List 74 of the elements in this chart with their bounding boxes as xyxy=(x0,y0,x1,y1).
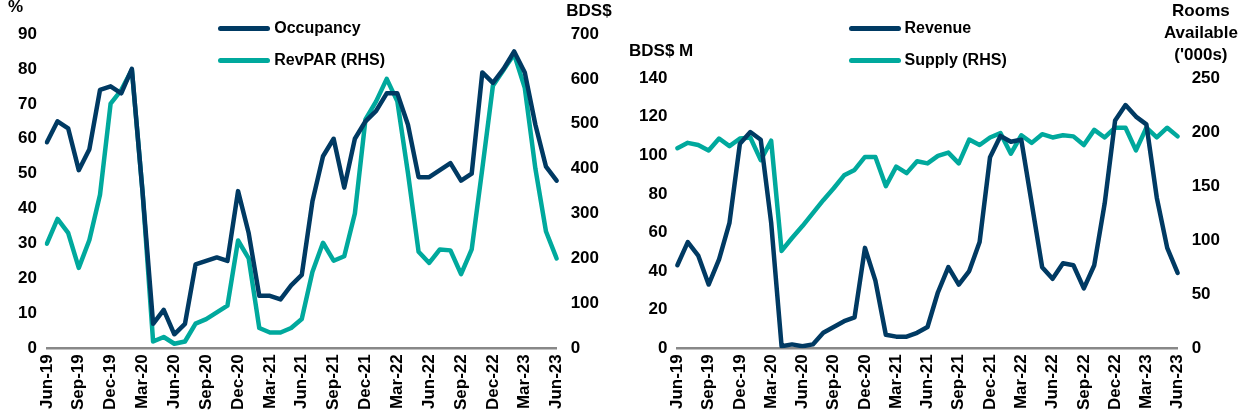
x-tick-label: Mar-20 xyxy=(132,354,152,410)
y2-tick-label: 250 xyxy=(1191,67,1221,87)
y-tick-label: 20 xyxy=(17,268,37,288)
y2-tick-label: 600 xyxy=(570,68,600,88)
y-tick-label: 100 xyxy=(638,144,668,164)
y-tick-label: 60 xyxy=(17,128,37,148)
x-tick-label: Mar-20 xyxy=(760,354,780,410)
y2-axis-title: BDS$ xyxy=(566,0,612,22)
x-tick-label: Mar-23 xyxy=(1136,354,1156,410)
x-tick-label: Jun-21 xyxy=(291,354,311,410)
legend-label: Revenue xyxy=(904,19,972,37)
y2-tick-label: 200 xyxy=(1191,121,1221,141)
x-tick-label: Dec-22 xyxy=(1104,354,1124,411)
y2-tick-label: 400 xyxy=(570,158,600,178)
y-tick-label: 80 xyxy=(17,58,37,78)
x-tick-label: Sep-22 xyxy=(450,354,470,410)
y2-tick-label: 150 xyxy=(1191,175,1221,195)
x-tick-label: Sep-22 xyxy=(1073,354,1093,410)
x-tick-label: Dec-21 xyxy=(979,354,999,411)
x-tick-label: Dec-21 xyxy=(355,354,375,411)
y2-tick-label: 0 xyxy=(1191,337,1202,357)
y-tick-label: 10 xyxy=(17,303,37,323)
y-tick-label: 40 xyxy=(17,198,37,218)
y-axis-title: % xyxy=(8,0,24,18)
y2-axis-title: Rooms Available ('000s) xyxy=(1162,0,1239,66)
x-tick-label: Jun-23 xyxy=(1167,354,1187,410)
x-tick-label: Dec-20 xyxy=(854,354,874,411)
y2-tick-label: 0 xyxy=(570,337,581,357)
y2-tick-label: 300 xyxy=(570,203,600,223)
y-tick-label: 40 xyxy=(648,260,668,280)
y2-tick-label: 200 xyxy=(570,248,600,268)
x-tick-label: Jun-19 xyxy=(36,354,56,410)
x-tick-label: Jun-23 xyxy=(546,354,566,410)
y-tick-label: 30 xyxy=(17,233,37,253)
y2-tick-label: 100 xyxy=(570,293,600,313)
legend-label: Supply (RHS) xyxy=(904,51,1007,69)
x-tick-label: Jun-21 xyxy=(917,354,937,410)
x-tick-label: Jun-20 xyxy=(164,354,184,410)
y-axis-title: BDS$ M xyxy=(629,40,694,62)
x-tick-label: Mar-21 xyxy=(885,354,905,410)
x-tick-label: Jun-20 xyxy=(792,354,812,410)
x-tick-label: Sep-20 xyxy=(195,354,215,410)
x-tick-label: Mar-22 xyxy=(1010,354,1030,410)
x-tick-label: Sep-19 xyxy=(68,354,88,410)
x-tick-label: Dec-19 xyxy=(729,354,749,411)
y-tick-label: 0 xyxy=(657,337,668,357)
x-tick-label: Sep-20 xyxy=(823,354,843,410)
legend-label: RevPAR (RHS) xyxy=(274,51,386,69)
x-tick-label: Sep-21 xyxy=(323,354,343,410)
y2-tick-label: 50 xyxy=(1191,283,1211,303)
y-tick-label: 80 xyxy=(648,183,668,203)
x-tick-label: Jun-19 xyxy=(667,354,687,410)
y2-tick-label: 700 xyxy=(570,23,600,43)
x-tick-label: Jun-22 xyxy=(1042,354,1062,410)
y-tick-label: 120 xyxy=(638,106,668,126)
y-tick-label: 0 xyxy=(27,337,37,357)
legend-label: Occupancy xyxy=(274,19,361,37)
y2-tick-label: 500 xyxy=(570,113,600,133)
y-tick-label: 60 xyxy=(648,222,668,242)
x-tick-label: Dec-19 xyxy=(100,354,120,411)
x-tick-label: Mar-21 xyxy=(259,354,279,410)
y-tick-label: 140 xyxy=(638,67,668,87)
y-tick-label: 50 xyxy=(17,163,37,183)
y-tick-label: 20 xyxy=(648,299,668,319)
y-tick-label: 70 xyxy=(17,93,37,113)
x-tick-label: Dec-20 xyxy=(227,354,247,411)
x-tick-label: Jun-22 xyxy=(418,354,438,410)
x-tick-label: Sep-21 xyxy=(948,354,968,410)
x-tick-label: Dec-22 xyxy=(482,354,502,411)
x-tick-label: Mar-23 xyxy=(514,354,534,410)
x-tick-label: Sep-19 xyxy=(698,354,718,410)
x-tick-label: Mar-22 xyxy=(387,354,407,410)
y-tick-label: 90 xyxy=(17,23,37,43)
y2-tick-label: 100 xyxy=(1191,229,1221,249)
